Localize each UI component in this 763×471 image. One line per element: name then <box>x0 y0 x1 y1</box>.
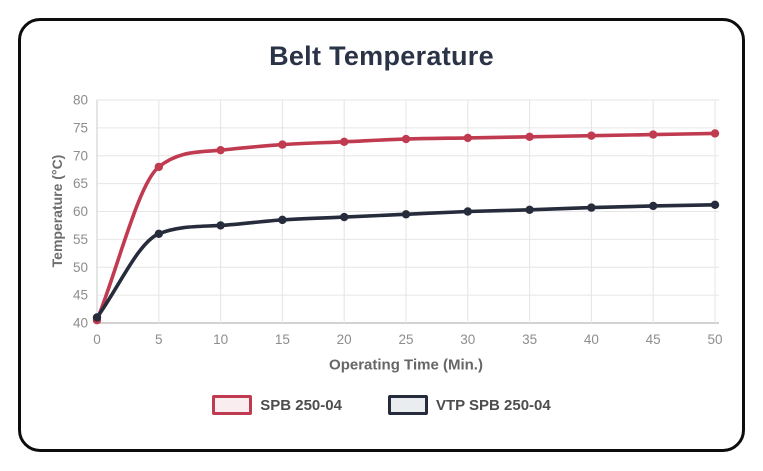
svg-text:55: 55 <box>73 232 88 247</box>
svg-text:40: 40 <box>73 316 88 331</box>
svg-text:75: 75 <box>73 120 88 135</box>
svg-text:20: 20 <box>337 332 352 347</box>
svg-text:60: 60 <box>73 204 88 219</box>
svg-text:40: 40 <box>584 332 599 347</box>
svg-text:70: 70 <box>73 148 88 163</box>
legend-label-vtp-spb-250-04: VTP SPB 250-04 <box>435 396 551 414</box>
svg-text:45: 45 <box>646 332 661 347</box>
svg-text:0: 0 <box>93 332 101 347</box>
svg-text:15: 15 <box>275 332 290 347</box>
svg-text:10: 10 <box>213 332 228 347</box>
svg-text:35: 35 <box>522 332 537 347</box>
legend-item-vtp-spb-250-04: VTP SPB 250-04 <box>387 395 551 415</box>
legend-swatch-spb-250-04 <box>212 395 253 415</box>
svg-text:30: 30 <box>460 332 475 347</box>
chart-card <box>18 18 745 452</box>
svg-text:50: 50 <box>707 332 722 347</box>
svg-text:50: 50 <box>73 260 88 275</box>
svg-text:45: 45 <box>73 288 88 303</box>
chart-title: Belt Temperature <box>269 41 494 71</box>
svg-text:5: 5 <box>155 332 163 347</box>
legend-item-spb-250-04: SPB 250-04 <box>212 395 342 415</box>
legend: SPB 250-04 VTP SPB 250-04 <box>18 395 745 415</box>
x-axis-title: Operating Time (Min.) <box>329 356 483 374</box>
svg-text:65: 65 <box>73 176 88 191</box>
svg-text:80: 80 <box>73 93 88 108</box>
legend-swatch-vtp-spb-250-04 <box>387 395 428 415</box>
legend-label-spb-250-04: SPB 250-04 <box>260 396 342 414</box>
svg-text:25: 25 <box>398 332 413 347</box>
